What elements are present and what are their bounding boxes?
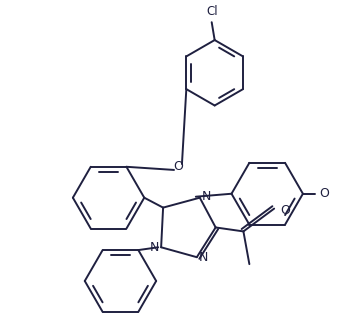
- Text: O: O: [319, 187, 329, 200]
- Text: N: N: [150, 241, 159, 254]
- Text: Cl: Cl: [206, 5, 218, 18]
- Text: O: O: [173, 160, 183, 173]
- Text: N: N: [199, 251, 208, 264]
- Text: O: O: [280, 204, 290, 217]
- Text: N: N: [202, 190, 211, 203]
